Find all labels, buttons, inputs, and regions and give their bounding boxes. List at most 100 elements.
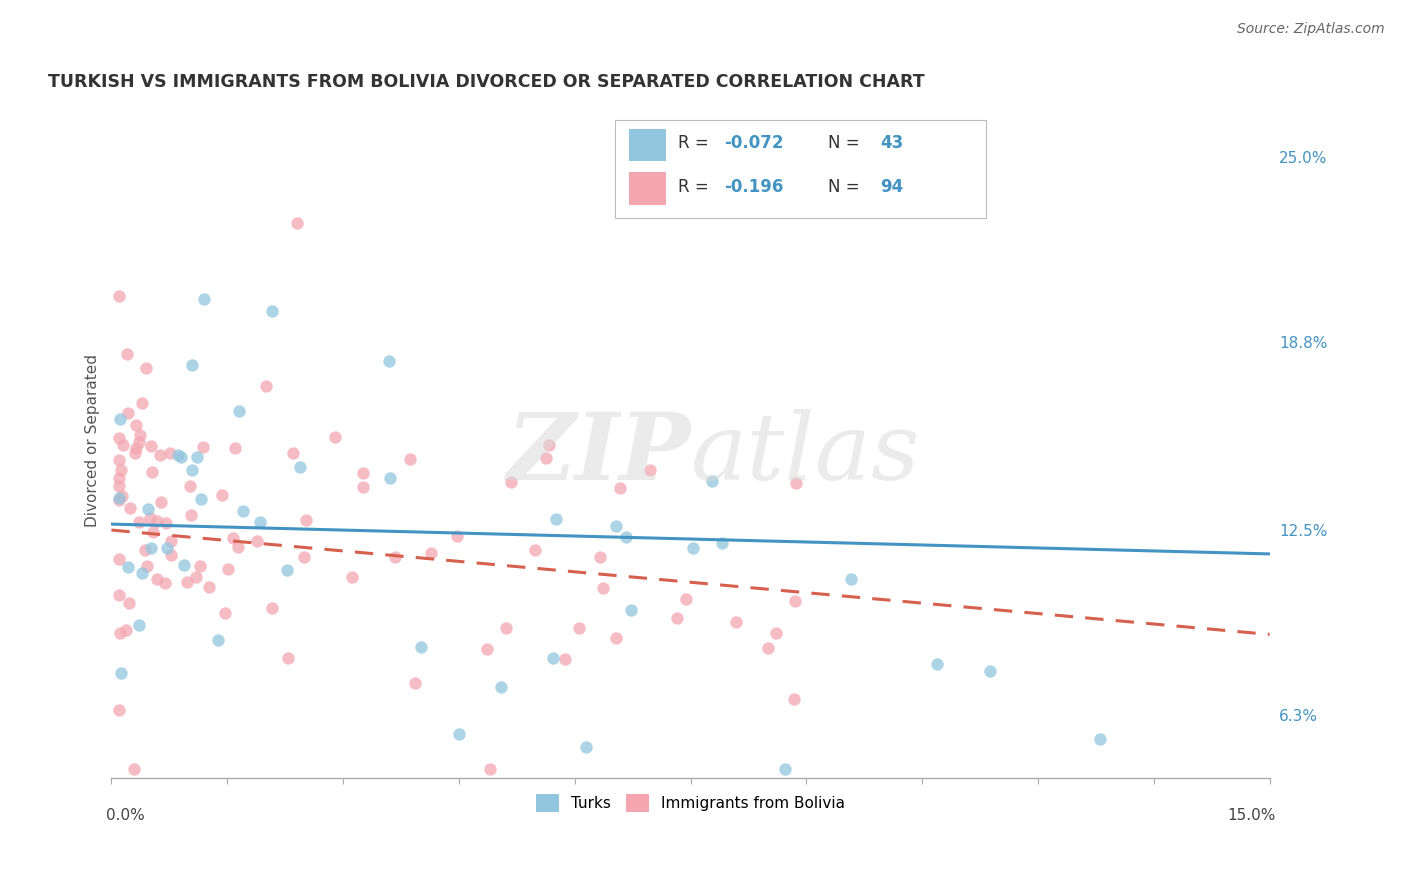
Point	[108, 493, 131, 508]
Point	[136, 501, 159, 516]
Text: N =: N =	[828, 178, 865, 195]
Text: atlas: atlas	[690, 409, 920, 500]
Point	[179, 479, 201, 493]
Point	[159, 445, 181, 459]
Point	[614, 530, 637, 544]
Point	[783, 692, 806, 706]
Point	[246, 533, 269, 548]
Point	[534, 450, 557, 465]
Point	[111, 489, 134, 503]
Point	[186, 450, 208, 464]
Point	[352, 466, 374, 480]
Point	[128, 434, 150, 449]
Point	[785, 475, 807, 490]
Point	[122, 762, 145, 776]
Text: 0.0%: 0.0%	[105, 808, 145, 823]
Point	[979, 664, 1001, 678]
Point	[765, 625, 787, 640]
Y-axis label: Divorced or Separated: Divorced or Separated	[86, 354, 100, 527]
Point	[118, 501, 141, 516]
Point	[114, 623, 136, 637]
Point	[110, 463, 132, 477]
Point	[773, 762, 796, 776]
FancyBboxPatch shape	[628, 172, 666, 205]
Point	[156, 541, 179, 556]
Point	[292, 549, 315, 564]
Point	[384, 549, 406, 564]
Point	[128, 618, 150, 632]
Point	[149, 448, 172, 462]
Point	[198, 580, 221, 594]
Point	[108, 703, 131, 717]
Point	[181, 462, 204, 476]
Point	[478, 762, 501, 776]
Point	[447, 726, 470, 740]
Point	[145, 514, 167, 528]
Point	[554, 652, 576, 666]
Point	[665, 610, 688, 624]
Point	[108, 289, 131, 303]
Text: 43: 43	[880, 135, 904, 153]
Text: Source: ZipAtlas.com: Source: ZipAtlas.com	[1237, 22, 1385, 37]
Point	[249, 515, 271, 529]
Point	[138, 511, 160, 525]
Point	[118, 596, 141, 610]
Point	[139, 541, 162, 555]
Point	[725, 615, 748, 630]
Text: -0.072: -0.072	[724, 135, 783, 153]
Point	[124, 445, 146, 459]
Point	[211, 488, 233, 502]
Point	[592, 581, 614, 595]
Point	[134, 542, 156, 557]
Point	[675, 592, 697, 607]
Point	[325, 430, 347, 444]
Point	[173, 558, 195, 573]
Point	[228, 404, 250, 418]
Point	[125, 418, 148, 433]
Point	[108, 479, 131, 493]
Legend: Turks, Immigrants from Bolivia: Turks, Immigrants from Bolivia	[530, 788, 852, 819]
Point	[149, 495, 172, 509]
Point	[115, 347, 138, 361]
Point	[184, 570, 207, 584]
Text: 94: 94	[880, 178, 904, 195]
Point	[839, 572, 862, 586]
Point	[108, 412, 131, 426]
Point	[420, 546, 443, 560]
Text: R =: R =	[678, 135, 714, 153]
Point	[221, 531, 243, 545]
Point	[711, 536, 734, 550]
Point	[214, 606, 236, 620]
Point	[475, 641, 498, 656]
Point	[117, 406, 139, 420]
Point	[228, 540, 250, 554]
Point	[124, 441, 146, 455]
Point	[256, 379, 278, 393]
Point	[108, 552, 131, 566]
Point	[925, 657, 948, 671]
Point	[378, 471, 401, 485]
Point	[110, 626, 132, 640]
Point	[378, 354, 401, 368]
Point	[167, 448, 190, 462]
Point	[546, 511, 568, 525]
Point	[340, 570, 363, 584]
Text: -0.196: -0.196	[724, 178, 783, 195]
Point	[524, 542, 547, 557]
Text: TURKISH VS IMMIGRANTS FROM BOLIVIA DIVORCED OR SEPARATED CORRELATION CHART: TURKISH VS IMMIGRANTS FROM BOLIVIA DIVOR…	[48, 73, 924, 91]
Point	[217, 561, 239, 575]
Point	[285, 216, 308, 230]
Point	[224, 441, 246, 455]
Point	[108, 491, 131, 506]
Point	[110, 666, 132, 681]
Point	[605, 519, 627, 533]
Point	[180, 508, 202, 523]
Point	[620, 603, 643, 617]
Point	[153, 576, 176, 591]
Point	[288, 460, 311, 475]
Point	[131, 395, 153, 409]
Point	[108, 453, 131, 467]
Point	[411, 640, 433, 654]
Point	[495, 621, 517, 635]
Point	[128, 428, 150, 442]
